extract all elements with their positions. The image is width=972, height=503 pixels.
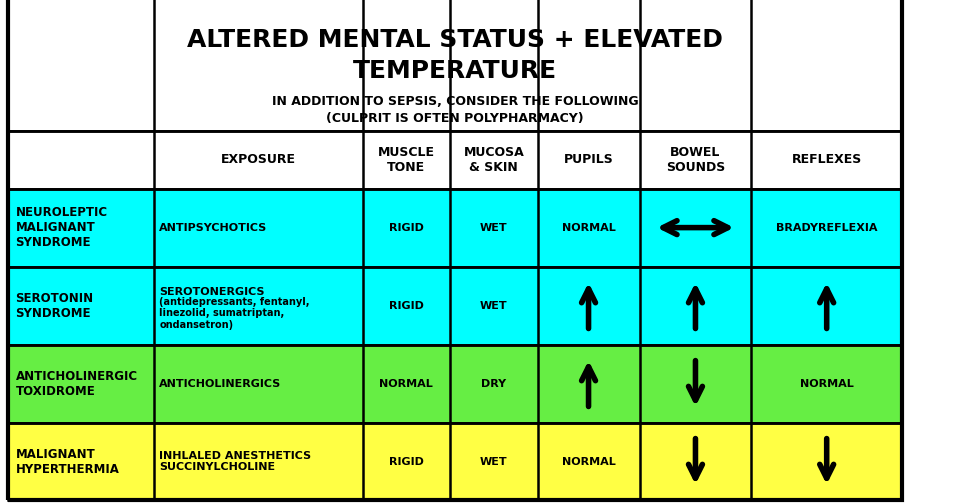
Text: INHLALED ANESTHETICS
SUCCINYLCHOLINE: INHLALED ANESTHETICS SUCCINYLCHOLINE — [159, 451, 312, 472]
Text: EXPOSURE: EXPOSURE — [221, 153, 295, 166]
Text: NORMAL: NORMAL — [379, 379, 434, 388]
Text: MUSCLE
TONE: MUSCLE TONE — [378, 146, 434, 174]
Bar — [8, 267, 902, 345]
Text: REFLEXES: REFLEXES — [791, 153, 862, 166]
Text: NEUROLEPTIC
MALIGNANT
SYNDROME: NEUROLEPTIC MALIGNANT SYNDROME — [16, 206, 108, 249]
Text: MUCOSA
& SKIN: MUCOSA & SKIN — [464, 146, 524, 174]
Text: SEROTONERGICS: SEROTONERGICS — [159, 287, 265, 297]
Text: SEROTONIN
SYNDROME: SEROTONIN SYNDROME — [16, 292, 93, 319]
Text: NORMAL: NORMAL — [562, 457, 615, 466]
Bar — [8, 345, 902, 423]
Bar — [8, 189, 902, 267]
Bar — [8, 0, 902, 131]
Text: ALTERED MENTAL STATUS + ELEVATED: ALTERED MENTAL STATUS + ELEVATED — [187, 28, 723, 52]
Text: BRADYREFLEXIA: BRADYREFLEXIA — [776, 223, 878, 232]
Text: ANTICHOLINERGICS: ANTICHOLINERGICS — [159, 379, 282, 388]
Text: (CULPRIT IS OFTEN POLYPHARMACY): (CULPRIT IS OFTEN POLYPHARMACY) — [326, 112, 584, 125]
Text: NORMAL: NORMAL — [562, 223, 615, 232]
Bar — [8, 423, 902, 500]
Bar — [8, 131, 902, 189]
Text: WET: WET — [480, 457, 507, 466]
Text: WET: WET — [480, 223, 507, 232]
Text: WET: WET — [480, 301, 507, 310]
Text: PUPILS: PUPILS — [564, 153, 613, 166]
Text: TEMPERATURE: TEMPERATURE — [353, 59, 557, 83]
Text: BOWEL
SOUNDS: BOWEL SOUNDS — [666, 146, 725, 174]
Text: DRY: DRY — [481, 379, 506, 388]
Text: IN ADDITION TO SEPSIS, CONSIDER THE FOLLOWING: IN ADDITION TO SEPSIS, CONSIDER THE FOLL… — [271, 95, 639, 108]
Text: RIGID: RIGID — [389, 301, 424, 310]
Text: NORMAL: NORMAL — [800, 379, 853, 388]
Text: ANTIPSYCHOTICS: ANTIPSYCHOTICS — [159, 223, 267, 232]
Text: (antidepressants, fentanyl,
linezolid, sumatriptan,
ondansetron): (antidepressants, fentanyl, linezolid, s… — [159, 297, 310, 330]
Text: MALIGNANT
HYPERTHERMIA: MALIGNANT HYPERTHERMIA — [16, 448, 120, 475]
Text: RIGID: RIGID — [389, 457, 424, 466]
Text: ANTICHOLINERGIC
TOXIDROME: ANTICHOLINERGIC TOXIDROME — [16, 370, 138, 397]
Text: RIGID: RIGID — [389, 223, 424, 232]
